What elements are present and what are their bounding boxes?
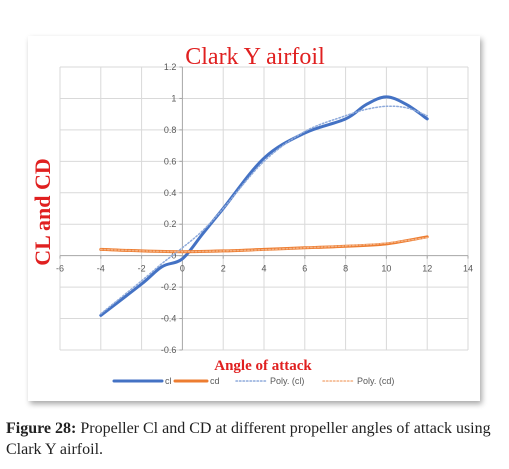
legend-label: cd <box>210 376 220 386</box>
figure-caption: Figure 28: Propeller Cl and CD at differ… <box>6 418 502 460</box>
caption-label: Figure 28: <box>6 420 77 437</box>
y-tick-label: 1.2 <box>164 62 177 72</box>
y-tick-label: 0.2 <box>164 219 177 229</box>
y-tick-label: 0.4 <box>164 188 177 198</box>
y-tick-label: -0.4 <box>161 314 177 324</box>
legend-label: cl <box>165 376 172 386</box>
x-tick-label: 12 <box>422 264 432 274</box>
x-tick-label: 4 <box>261 264 266 274</box>
x-tick-label: 6 <box>302 264 307 274</box>
y-tick-label: -0.2 <box>161 282 177 292</box>
y-tick-label: 0.6 <box>164 156 177 166</box>
x-tick-label: 2 <box>221 264 226 274</box>
y-tick-label: 1 <box>171 93 176 103</box>
chart-frame <box>28 36 480 401</box>
x-tick-label: 8 <box>343 264 348 274</box>
x-tick-label: -6 <box>56 264 64 274</box>
y-tick-label: -0.6 <box>161 345 177 355</box>
series-poly-cl-trendline <box>100 105 428 315</box>
x-tick-label: -4 <box>97 264 105 274</box>
y-tick-label: 0.8 <box>164 125 177 135</box>
chart-title: Clark Y airfoil <box>185 44 325 70</box>
x-tick-label: 0 <box>180 264 185 274</box>
caption-text: Propeller Cl and CD at different propell… <box>6 420 491 458</box>
legend-label: Poly. (cl) <box>270 376 304 386</box>
x-tick-label: 10 <box>381 264 391 274</box>
x-tick-label: 14 <box>463 264 473 274</box>
legend-label: Poly. (cd) <box>357 376 394 386</box>
y-axis-label: CL and CD <box>30 158 55 266</box>
y-tick-label: 0 <box>171 251 176 261</box>
series-poly-cd-trendline <box>100 236 428 253</box>
x-tick-label: -2 <box>138 264 146 274</box>
series-cl-line <box>99 95 429 317</box>
x-axis-label: Angle of attack <box>214 358 312 374</box>
legend: cl cd Poly. (cl) Poly. (cd) <box>112 376 394 386</box>
chart: -0.6-0.4-0.200.20.40.60.811.2-6 -4 -2 0 2 4 6 8… <box>28 36 480 401</box>
